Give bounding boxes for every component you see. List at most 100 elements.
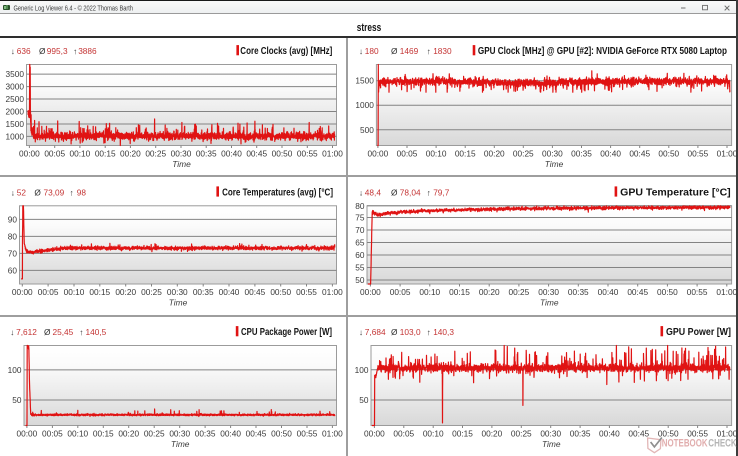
svg-text:00:10: 00:10 — [70, 149, 91, 159]
svg-text:01:00: 01:00 — [716, 287, 737, 297]
svg-text:00:25: 00:25 — [509, 287, 530, 297]
svg-text:00:25: 00:25 — [511, 429, 532, 439]
svg-text:00:00: 00:00 — [19, 149, 40, 159]
svg-text:500: 500 — [360, 125, 374, 135]
svg-text:00:45: 00:45 — [629, 149, 650, 159]
svg-text:GPU Temperature [°C]: GPU Temperature [°C] — [620, 187, 731, 198]
svg-text:00:50: 00:50 — [271, 429, 292, 439]
svg-text:00:50: 00:50 — [270, 287, 291, 297]
svg-text:00:15: 00:15 — [89, 287, 110, 297]
svg-text:00:40: 00:40 — [220, 429, 241, 439]
svg-text:00:10: 00:10 — [67, 429, 88, 439]
svg-text:GPU Power [W]: GPU Power [W] — [666, 327, 731, 338]
svg-text:00:35: 00:35 — [570, 429, 591, 439]
svg-text:00:35: 00:35 — [571, 149, 592, 159]
svg-text:00:00: 00:00 — [12, 287, 33, 297]
svg-text:00:15: 00:15 — [95, 149, 116, 159]
svg-text:60: 60 — [355, 250, 365, 260]
svg-text:00:50: 00:50 — [272, 149, 293, 159]
svg-text:00:45: 00:45 — [246, 149, 267, 159]
svg-text:01:00: 01:00 — [717, 149, 738, 159]
svg-text:00:55: 00:55 — [687, 429, 708, 439]
svg-text:00:55: 00:55 — [296, 287, 317, 297]
svg-text:00:45: 00:45 — [245, 287, 266, 297]
svg-text:00:10: 00:10 — [426, 149, 447, 159]
svg-text:Time: Time — [172, 159, 191, 169]
svg-text:60: 60 — [8, 265, 18, 275]
svg-text:00:55: 00:55 — [297, 429, 318, 439]
svg-text:00:35: 00:35 — [196, 149, 217, 159]
svg-text:00:50: 00:50 — [658, 149, 679, 159]
svg-text:00:15: 00:15 — [452, 429, 473, 439]
svg-text:2000: 2000 — [6, 107, 25, 117]
svg-text:00:45: 00:45 — [628, 429, 649, 439]
svg-text:90: 90 — [8, 214, 18, 224]
svg-text:00:25: 00:25 — [145, 149, 166, 159]
svg-text:00:00: 00:00 — [368, 149, 389, 159]
svg-text:70: 70 — [355, 225, 365, 235]
svg-text:00:05: 00:05 — [393, 429, 414, 439]
svg-text:00:20: 00:20 — [484, 149, 505, 159]
svg-text:00:15: 00:15 — [449, 287, 470, 297]
svg-text:70: 70 — [8, 248, 18, 258]
svg-text:00:35: 00:35 — [195, 429, 216, 439]
svg-text:00:25: 00:25 — [144, 429, 165, 439]
svg-text:Time: Time — [171, 439, 190, 449]
svg-text:01:00: 01:00 — [322, 429, 343, 439]
svg-text:Generic Log Viewer 6.4 - © 202: Generic Log Viewer 6.4 - © 2022 Thomas B… — [14, 3, 134, 12]
svg-text:00:50: 00:50 — [658, 429, 679, 439]
svg-text:00:20: 00:20 — [118, 429, 139, 439]
svg-text:Core Temperatures (avg) [°C]: Core Temperatures (avg) [°C] — [222, 187, 333, 198]
svg-text:Time: Time — [169, 298, 188, 308]
svg-text:00:05: 00:05 — [44, 149, 65, 159]
svg-text:00:15: 00:15 — [455, 149, 476, 159]
svg-text:00:55: 00:55 — [687, 287, 708, 297]
svg-text:01:00: 01:00 — [717, 429, 738, 439]
svg-text:00:05: 00:05 — [397, 149, 418, 159]
svg-text:1000: 1000 — [6, 131, 25, 141]
svg-text:80: 80 — [355, 201, 365, 211]
svg-text:00:55: 00:55 — [297, 149, 318, 159]
svg-text:50: 50 — [12, 395, 22, 405]
svg-text:75: 75 — [355, 213, 365, 223]
svg-text:65: 65 — [355, 238, 365, 248]
svg-text:00:30: 00:30 — [167, 287, 188, 297]
svg-text:50: 50 — [359, 395, 369, 405]
svg-text:stress: stress — [357, 22, 382, 34]
svg-text:00:10: 00:10 — [64, 287, 85, 297]
svg-text:1000: 1000 — [355, 100, 374, 110]
svg-text:Time: Time — [540, 298, 559, 308]
svg-text:CHECK: CHECK — [708, 438, 737, 450]
svg-text:100: 100 — [8, 365, 22, 375]
svg-text:00:45: 00:45 — [246, 429, 267, 439]
svg-text:00:05: 00:05 — [390, 287, 411, 297]
svg-text:00:30: 00:30 — [542, 149, 563, 159]
svg-text:80: 80 — [8, 231, 18, 241]
svg-text:3000: 3000 — [6, 82, 25, 92]
svg-text:00:10: 00:10 — [423, 429, 444, 439]
svg-text:00:30: 00:30 — [540, 429, 561, 439]
svg-text:00:40: 00:40 — [600, 149, 621, 159]
svg-text:Time: Time — [542, 439, 561, 449]
svg-text:00:20: 00:20 — [479, 287, 500, 297]
svg-text:00:25: 00:25 — [141, 287, 162, 297]
svg-text:100: 100 — [355, 365, 369, 375]
svg-text:00:20: 00:20 — [120, 149, 141, 159]
svg-text:01:00: 01:00 — [322, 287, 343, 297]
svg-text:00:00: 00:00 — [17, 429, 38, 439]
svg-text:00:00: 00:00 — [360, 287, 381, 297]
svg-text:00:40: 00:40 — [219, 287, 240, 297]
svg-text:GPU Clock [MHz] @ GPU [#2]: NV: GPU Clock [MHz] @ GPU [#2]: NVIDIA GeFor… — [478, 46, 727, 57]
svg-text:00:30: 00:30 — [171, 149, 192, 159]
svg-text:3500: 3500 — [6, 69, 25, 79]
svg-text:00:35: 00:35 — [193, 287, 214, 297]
svg-text:00:40: 00:40 — [599, 429, 620, 439]
svg-text:00:25: 00:25 — [513, 149, 534, 159]
svg-text:2500: 2500 — [6, 94, 25, 104]
